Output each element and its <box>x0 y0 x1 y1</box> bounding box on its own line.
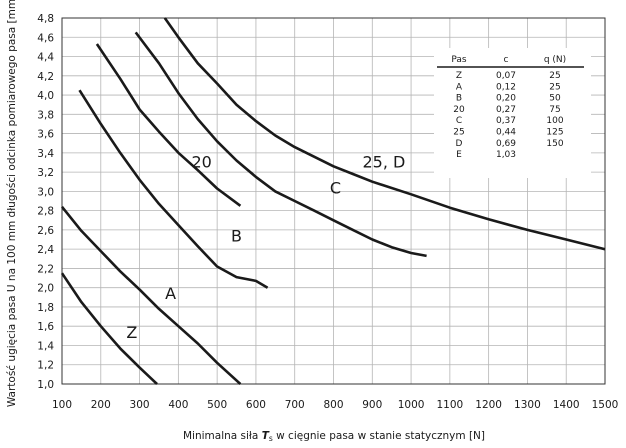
table-cell: 1,03 <box>496 150 516 160</box>
table-cell: 0,07 <box>496 71 516 81</box>
series-line-20 <box>95 43 242 207</box>
x-axis-label-part-2: w cięgnie pasa w stanie statycznym [N] <box>273 430 485 442</box>
table-cell: 25 <box>549 71 560 81</box>
series-line-25d <box>163 17 606 251</box>
x-tick-label: 500 <box>207 399 227 411</box>
series-line-z <box>60 272 158 385</box>
table-cell: 0,12 <box>496 82 516 92</box>
series-label: B <box>231 226 242 245</box>
y-tick-label: 4,4 <box>37 52 54 64</box>
x-tick-label: 600 <box>246 399 266 411</box>
table-cell: 150 <box>546 139 563 149</box>
y-axis-label: Wartość ugięcia pasa U na 100 mm długośc… <box>6 0 18 407</box>
legend-table: Pas c q (N) Z 0,07 25 A 0,12 25 B 0,20 50 20 0,27 75 C 0… <box>434 48 591 178</box>
x-tick-label: 100 <box>52 399 72 411</box>
table-cell: 0,20 <box>496 94 516 104</box>
table-cell: E <box>456 150 462 160</box>
table-cell: 0,69 <box>496 139 516 149</box>
table-cell: B <box>456 94 462 104</box>
table-cell: C <box>456 116 462 126</box>
table-header-cell: c <box>504 55 509 65</box>
table-cell: 75 <box>549 105 560 115</box>
y-tick-label: 1,0 <box>37 379 54 391</box>
y-tick-label: 1,6 <box>37 321 54 333</box>
table-cell: 100 <box>546 116 563 126</box>
y-tick-label: 1,2 <box>37 360 54 372</box>
table-header-cell: Pas <box>451 55 467 65</box>
y-tick-label: 2,4 <box>37 244 54 256</box>
table-cell: 50 <box>549 94 561 104</box>
y-tick-label: 3,0 <box>37 186 54 198</box>
x-tick-label: 1500 <box>592 399 619 411</box>
table-cell: A <box>456 82 463 92</box>
series-label: A <box>165 284 176 303</box>
table-cell: D <box>456 139 463 149</box>
y-tick-label: 1,8 <box>37 302 54 314</box>
x-tick-label: 1200 <box>475 399 502 411</box>
y-tick-label: 3,4 <box>37 148 54 160</box>
table-cell: 25 <box>453 128 464 138</box>
table-cell: 0,44 <box>496 128 516 138</box>
y-tick-label: 2,8 <box>37 206 54 218</box>
x-tick-label: 200 <box>91 399 111 411</box>
table-cell: 0,27 <box>496 105 516 115</box>
table-cell: Z <box>456 71 462 81</box>
y-tick-label: 4,2 <box>37 71 54 83</box>
y-tick-label: 1,4 <box>37 340 54 352</box>
x-tick-label: 800 <box>323 399 343 411</box>
table-cell: 25 <box>549 82 560 92</box>
series-label: C <box>330 178 341 197</box>
table-header-cell: q (N) <box>544 55 566 65</box>
series-label: Z <box>126 323 137 342</box>
series-line-b <box>78 89 269 289</box>
x-tick-label: 900 <box>362 399 382 411</box>
x-axis-label-part-1: Minimalna siła <box>183 430 262 442</box>
table-cell: 20 <box>453 105 465 115</box>
y-tick-label: 3,2 <box>37 167 54 179</box>
y-tick-label: 4,6 <box>37 32 54 44</box>
table-cell: 125 <box>546 128 563 138</box>
x-tick-label: 300 <box>130 399 150 411</box>
y-tick-label: 4,0 <box>37 90 54 102</box>
x-tick-label: 1400 <box>553 399 580 411</box>
y-tick-label: 2,6 <box>37 225 54 237</box>
x-tick-label: 400 <box>168 399 188 411</box>
x-axis-label-subscript: s <box>269 434 273 443</box>
x-tick-label: 1100 <box>436 399 463 411</box>
plot-frame <box>61 17 606 385</box>
tick-labels: 100 200 300 400 500 600 700 800 900 1000 1100 1200 1… <box>37 13 618 411</box>
x-axis-label: Minimalna siła Ts w cięgnie pasa w stani… <box>183 430 485 443</box>
x-tick-label: 1300 <box>514 399 541 411</box>
series-label: 25, D <box>362 152 405 171</box>
y-tick-label: 2,0 <box>37 283 54 295</box>
series-line-a <box>60 205 242 385</box>
series-label: 20 <box>191 152 211 171</box>
y-tick-label: 3,6 <box>37 129 54 141</box>
table-cell: 0,37 <box>496 116 516 126</box>
y-tick-label: 2,2 <box>37 263 54 275</box>
x-axis-label-symbol: T <box>262 430 270 442</box>
y-tick-label: 3,8 <box>37 109 54 121</box>
y-tick-label: 4,8 <box>37 13 54 25</box>
x-tick-label: 700 <box>285 399 305 411</box>
legend-table-background <box>434 48 591 178</box>
series-line-c <box>134 31 427 258</box>
x-tick-label: 1000 <box>398 399 425 411</box>
